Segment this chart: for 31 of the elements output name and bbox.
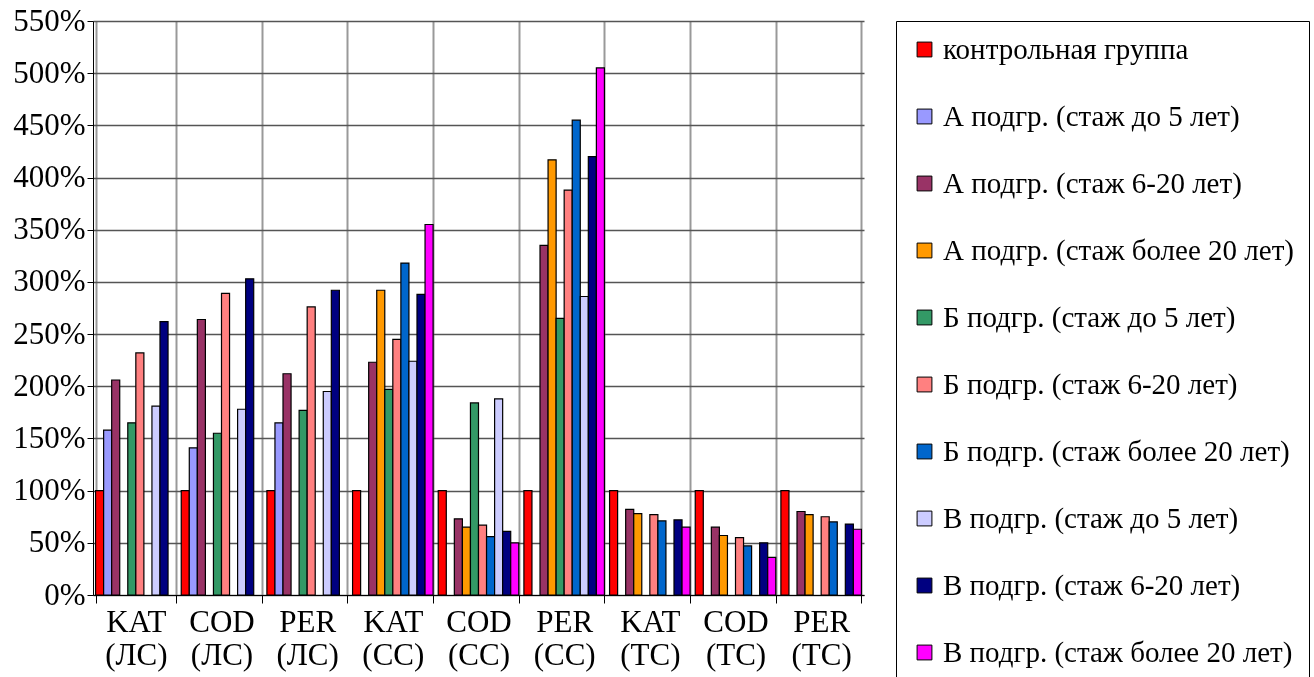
- x-tick-label: COD (ЛС): [189, 603, 255, 672]
- x-tick-label: KAT (СС): [362, 603, 425, 672]
- x-tick-label: PER (ЛС): [276, 603, 339, 672]
- legend-label: контрольная группа: [943, 32, 1189, 65]
- legend-label: В подгр. (стаж до 5 лет): [943, 501, 1239, 535]
- y-tick-label: 450%: [13, 106, 86, 142]
- legend-label: В подгр. (стаж 6-20 лет): [943, 568, 1241, 602]
- y-tick-label: 350%: [13, 211, 86, 247]
- y-tick-label: 150%: [13, 419, 86, 455]
- legend-label: Б подгр. (стаж до 5 лет): [943, 300, 1236, 334]
- legend-label: Б подгр. (стаж 6-20 лет): [943, 367, 1238, 401]
- y-tick-label: 500%: [13, 54, 86, 90]
- legend-label: А подгр. (стаж более 20 лет): [943, 233, 1295, 267]
- y-tick-label: 300%: [13, 263, 86, 299]
- y-tick-label: 550%: [13, 2, 86, 38]
- y-tick-label: 200%: [13, 367, 86, 403]
- x-tick-label: PER (ТС): [791, 603, 852, 672]
- y-tick-label: 400%: [13, 159, 86, 195]
- x-tick-label: PER (СС): [533, 603, 596, 672]
- legend-label: А подгр. (стаж до 5 лет): [943, 99, 1240, 133]
- legend-label: В подгр. (стаж более 20 лет): [943, 635, 1293, 669]
- legend-label: А подгр. (стаж 6-20 лет): [943, 166, 1242, 200]
- y-tick-label: 100%: [13, 472, 86, 508]
- x-tick-label: KAT (ЛС): [105, 603, 168, 672]
- y-tick-label: 0%: [44, 576, 86, 612]
- x-tick-label: COD (СС): [446, 603, 512, 672]
- x-tick-label: KAT (ТС): [620, 603, 681, 672]
- x-tick-label: COD (ТС): [703, 603, 769, 672]
- legend-label: Б подгр. (стаж более 20 лет): [943, 434, 1290, 468]
- y-tick-label: 250%: [13, 315, 86, 351]
- y-tick-label: 50%: [28, 524, 86, 560]
